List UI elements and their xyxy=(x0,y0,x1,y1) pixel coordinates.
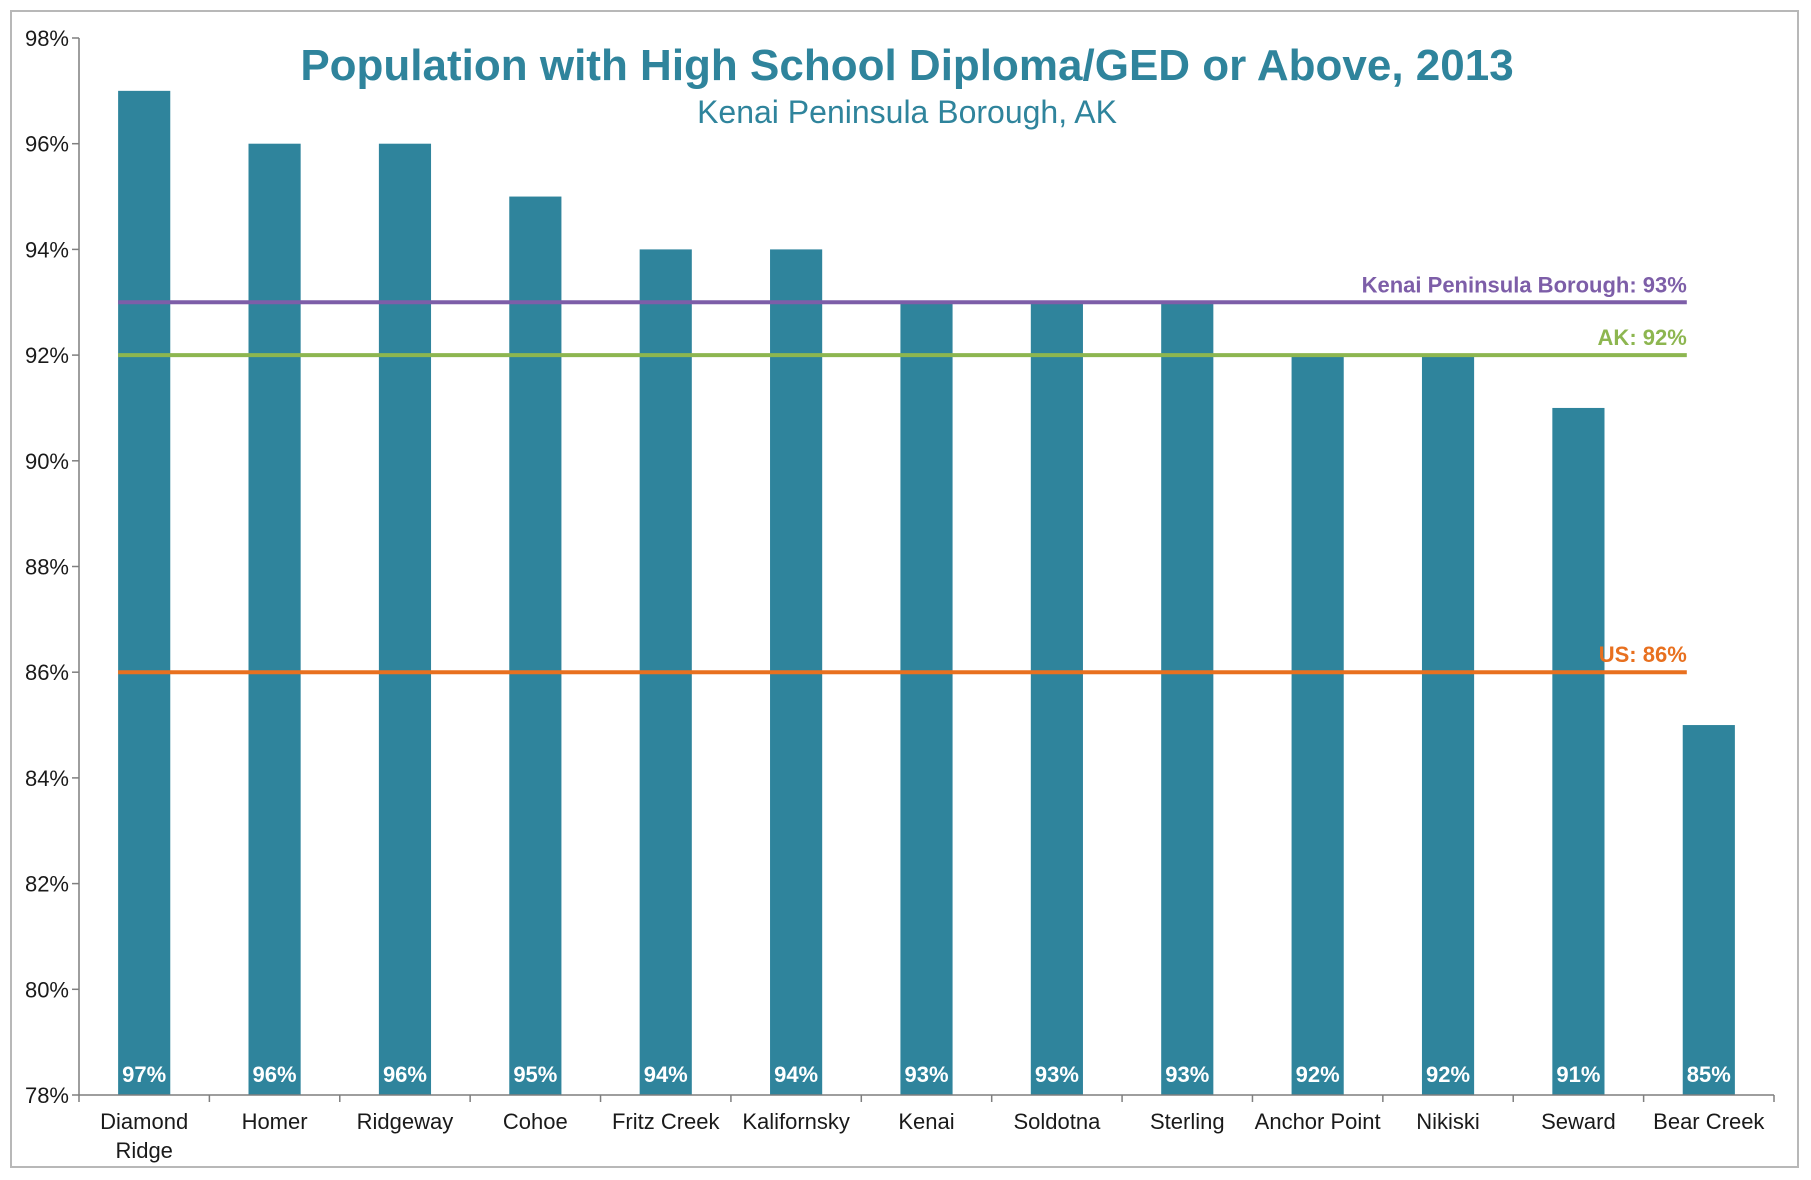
x-category-label: Sterling xyxy=(1150,1109,1225,1134)
bar xyxy=(1552,407,1605,1095)
bar xyxy=(900,302,953,1095)
y-tick-label: 82% xyxy=(25,872,69,897)
x-category-label: Ridge xyxy=(115,1138,172,1163)
bar xyxy=(1291,355,1344,1096)
y-tick-label: 86% xyxy=(25,660,69,685)
x-category-label: Ridgeway xyxy=(357,1109,454,1134)
bar-value-label: 96% xyxy=(253,1062,297,1087)
bar xyxy=(118,90,171,1096)
x-category-label: Homer xyxy=(242,1109,308,1134)
x-category-label: Kenai xyxy=(898,1109,954,1134)
x-category-label: Anchor Point xyxy=(1255,1109,1381,1134)
y-tick-label: 80% xyxy=(25,977,69,1002)
bar-value-label: 93% xyxy=(1035,1062,1079,1087)
bars-group xyxy=(118,90,1735,1096)
x-category-label: Kalifornsky xyxy=(742,1109,850,1134)
x-category-label: Seward xyxy=(1541,1109,1616,1134)
bar-chart: Population with High School Diploma/GED … xyxy=(25,26,1775,1163)
bar xyxy=(248,143,301,1095)
y-tick-label: 96% xyxy=(25,132,69,157)
x-category-label: Soldotna xyxy=(1013,1109,1101,1134)
reference-line-label: US: 86% xyxy=(1599,642,1687,667)
y-tick-label: 84% xyxy=(25,766,69,791)
bar-value-label: 96% xyxy=(383,1062,427,1087)
chart-title: Population with High School Diploma/GED … xyxy=(300,41,1513,90)
bar-value-label: 91% xyxy=(1556,1062,1600,1087)
bar-value-label: 92% xyxy=(1296,1062,1340,1087)
x-category-label: Fritz Creek xyxy=(612,1109,721,1134)
bar xyxy=(1421,355,1475,1096)
bar-value-label: 92% xyxy=(1426,1062,1470,1087)
bar xyxy=(1161,302,1214,1095)
bar-value-label: 85% xyxy=(1687,1062,1731,1087)
bar xyxy=(509,196,562,1096)
bar-value-label: 93% xyxy=(904,1062,948,1087)
x-category-label: Cohoe xyxy=(503,1109,568,1134)
y-tick-label: 88% xyxy=(25,555,69,580)
chart-subtitle: Kenai Peninsula Borough, AK xyxy=(697,94,1117,130)
reference-lines-group xyxy=(118,300,1687,675)
reference-line-label: AK: 92% xyxy=(1598,325,1687,350)
labels-group: 97% 96% 96% 95% 94% 94% 93% 93% 93% 92% 92% 91% 85% K… xyxy=(25,26,1765,1163)
bar-value-label: 93% xyxy=(1165,1062,1209,1087)
axes-group xyxy=(72,37,1775,1102)
y-tick-label: 92% xyxy=(25,343,69,368)
y-tick-label: 90% xyxy=(25,449,69,474)
reference-line-label: Kenai Peninsula Borough: 93% xyxy=(1362,272,1687,297)
y-tick-label: 94% xyxy=(25,237,69,262)
bar-value-label: 94% xyxy=(774,1062,818,1087)
bar xyxy=(1030,302,1083,1095)
bar-value-label: 94% xyxy=(644,1062,688,1087)
chart-frame: Population with High School Diploma/GED … xyxy=(10,10,1799,1168)
x-category-label: Diamond xyxy=(100,1109,188,1134)
y-tick-label: 78% xyxy=(25,1083,69,1108)
y-tick-label: 98% xyxy=(25,26,69,51)
x-category-label: Nikiski xyxy=(1416,1109,1480,1134)
bar xyxy=(1682,725,1735,1095)
bar xyxy=(378,143,432,1095)
x-category-label: Bear Creek xyxy=(1653,1109,1765,1134)
bar-value-label: 95% xyxy=(513,1062,557,1087)
bar-value-label: 97% xyxy=(122,1062,166,1087)
